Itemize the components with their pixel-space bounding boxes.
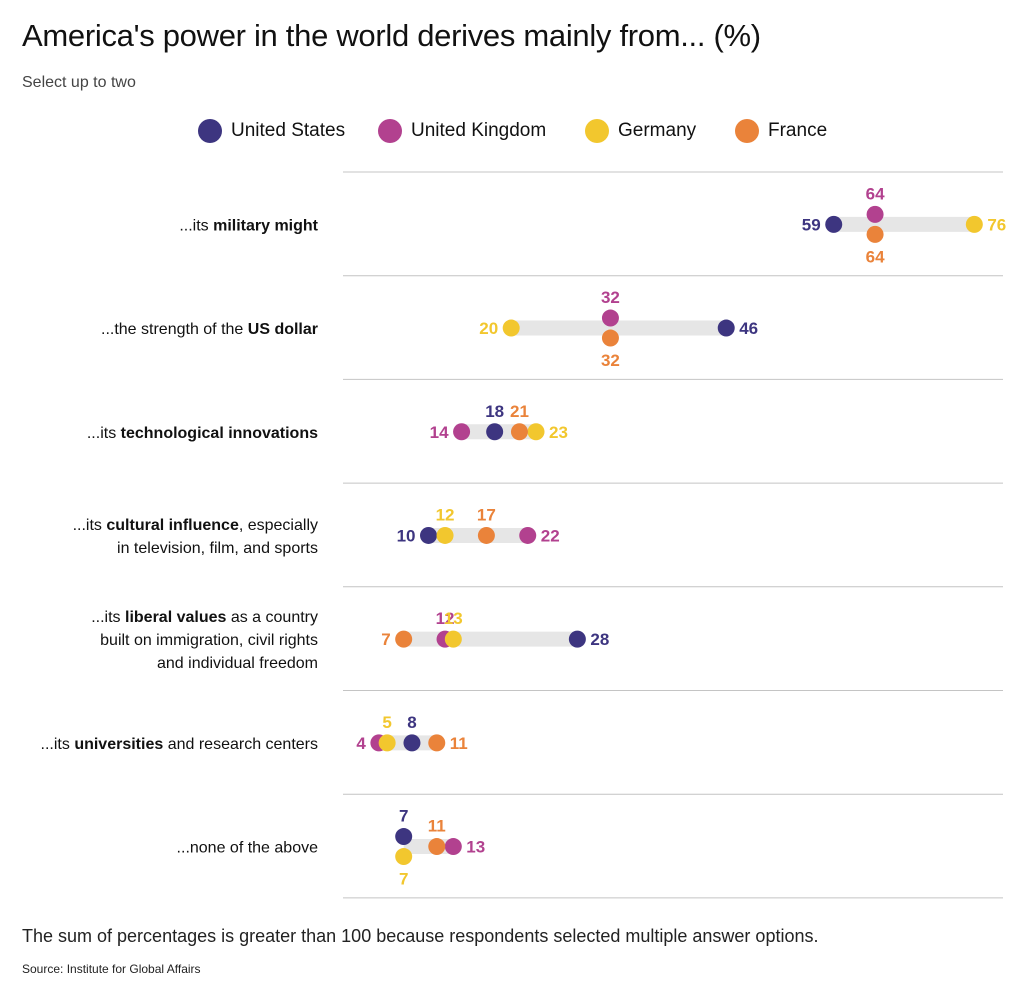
source-note: Source: Institute for Global Affairs [22,962,201,976]
category-row: ...its cultural influence, especially in … [73,505,560,557]
dot-france [477,526,495,544]
value-label-united-states: 18 [485,402,504,421]
value-label-united-kingdom: 14 [430,423,449,442]
legend-label-france: France [768,120,828,141]
category-row: ...its universities and research centers… [41,713,468,753]
category-row: ...its military might 59 64 76 64 [179,184,1006,266]
value-label-united-kingdom: 4 [356,734,366,753]
value-label-united-kingdom: 22 [541,526,560,545]
value-label-germany: 12 [436,505,455,524]
category-label: ...its technological innovations [87,425,318,442]
legend-swatch-france [735,119,759,143]
category-label: ...its universities and research centers [41,736,318,753]
dot-germany [436,526,454,544]
value-label-united-states: 8 [407,713,416,732]
dot-united-kingdom [444,838,462,856]
value-label-united-states: 59 [802,215,821,234]
value-label-france: 17 [477,505,496,524]
category-row: ...its liberal values as a country built … [91,609,609,672]
value-label-france: 11 [450,734,468,753]
value-label-france: 21 [510,402,529,421]
value-label-germany: 13 [444,609,463,628]
dot-france [428,838,446,856]
value-label-united-kingdom: 13 [466,838,485,857]
category-label: ...its military might [179,217,318,234]
value-label-france: 64 [866,247,885,266]
chart-subtitle: Select up to two [22,74,136,91]
category-label: ...none of the above [177,840,319,857]
value-label-france: 32 [601,351,620,370]
dot-germany [444,630,462,648]
legend-label-united-states: United States [231,120,346,141]
dot-germany [965,215,983,233]
dot-germany [502,319,520,337]
dot-germany [378,734,396,752]
value-label-united-states: 28 [590,630,609,649]
legend-item-france: France [735,113,827,149]
dot-france [866,225,884,243]
value-label-united-states: 7 [399,807,408,826]
value-label-united-kingdom: 12 [436,609,455,628]
chart-title: America's power in the world derives mai… [22,18,761,53]
legend-item-germany: Germany [585,113,696,149]
value-label-germany: 7 [399,870,408,889]
legend-label-germany: Germany [618,120,697,141]
value-label-united-states: 46 [739,319,758,338]
legend-label-united-kingdom: United Kingdom [411,120,547,141]
dot-france [510,423,528,441]
value-label-united-states: 10 [397,526,416,545]
dot-germany [527,423,545,441]
dot-germany [395,848,413,866]
legend-swatch-germany [585,119,609,143]
category-label: ...its cultural influence, especially in … [73,517,318,557]
legend-swatch-united-kingdom [378,119,402,143]
category-row: ...its technological innovations 18 14 23 21 [87,402,568,442]
legend-swatch-united-states [198,119,222,143]
dot-united-states [486,423,504,441]
value-label-germany: 23 [549,423,568,442]
legend-item-united-states: United States [198,113,345,149]
dot-france [601,329,619,347]
value-label-germany: 5 [382,713,391,732]
dot-united-kingdom [453,423,471,441]
value-label-france: 7 [381,630,390,649]
dot-united-states [717,319,735,337]
footnote: The sum of percentages is greater than 1… [22,926,819,946]
category-row: ...none of the above 7 13 7 11 [177,807,486,889]
dot-united-states [420,526,437,544]
dot-united-states [395,828,413,846]
dot-plot-chart: ...its military might 59 64 76 64 ...the stre… [41,171,1006,899]
dot-united-states [825,215,843,233]
dot-united-kingdom [601,309,619,327]
value-label-germany: 20 [479,319,498,338]
dot-united-kingdom [519,526,537,544]
value-label-united-kingdom: 32 [601,288,620,307]
dot-france [428,734,446,752]
category-label: ...the strength of the US dollar [101,321,318,338]
legend: United States United Kingdom Germany France [0,113,1024,149]
dot-france [395,630,413,648]
category-label: ...its liberal values as a country built … [91,609,318,672]
dot-united-states [568,630,586,648]
dot-united-kingdom [866,205,884,223]
value-label-france: 11 [428,817,446,836]
value-label-united-kingdom: 64 [866,184,885,203]
dot-united-states [403,734,421,752]
category-row: ...the strength of the US dollar 46 32 20 32 [101,288,758,370]
legend-item-united-kingdom: United Kingdom [378,113,546,149]
value-label-germany: 76 [987,215,1006,234]
